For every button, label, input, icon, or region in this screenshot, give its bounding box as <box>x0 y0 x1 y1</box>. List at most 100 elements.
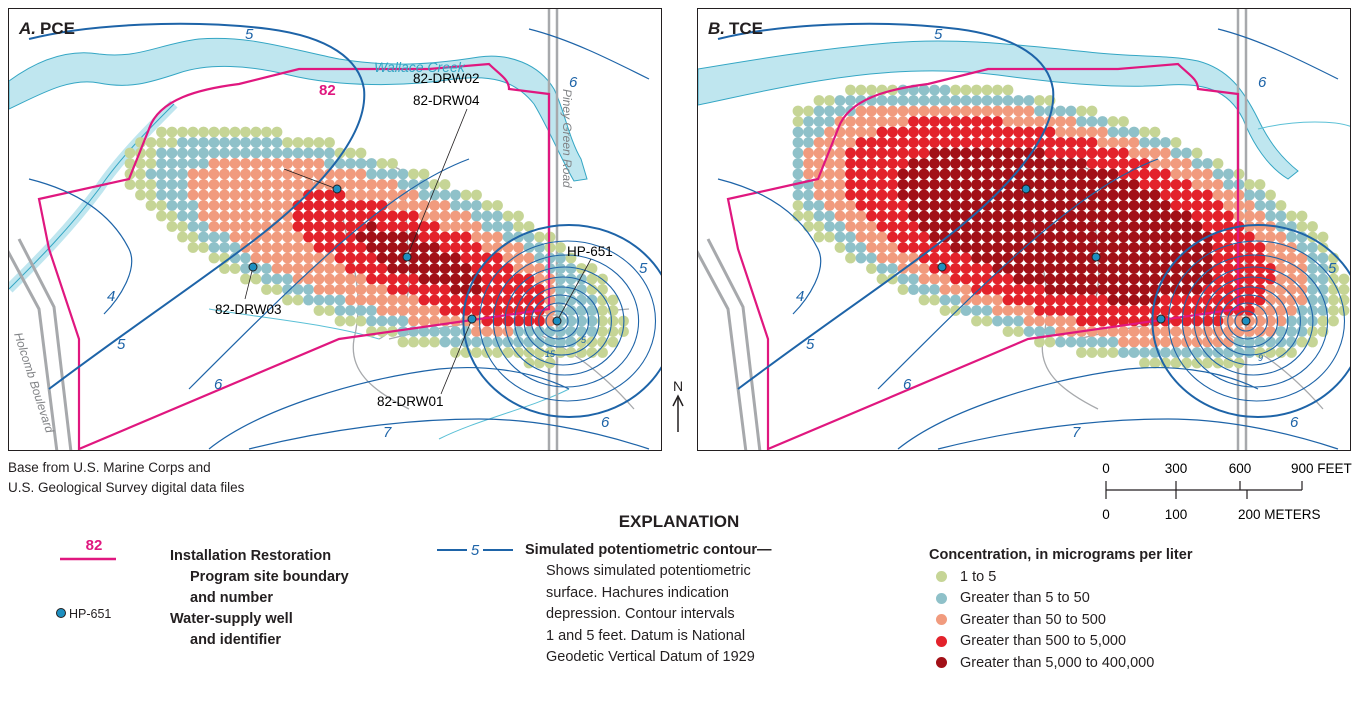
concentration-dot <box>1076 263 1087 274</box>
concentration-dot <box>1307 273 1318 285</box>
legend-text: depression. Contour intervals <box>546 606 735 622</box>
concentration-dot <box>1139 210 1150 222</box>
concentration-dot <box>429 284 440 295</box>
concentration-dot <box>1139 273 1150 285</box>
concentration-dot <box>187 137 199 148</box>
concentration-dot <box>1076 294 1087 306</box>
concentration-dot <box>1086 179 1098 190</box>
wallace-creek <box>698 40 1299 180</box>
concentration-dot <box>1128 294 1140 306</box>
concentration-dot <box>918 284 930 295</box>
concentration-dot <box>292 137 304 148</box>
scale-tick-label: 300 <box>1165 461 1188 476</box>
concentration-dot <box>1065 147 1077 159</box>
concentration-dot <box>992 305 1003 316</box>
concentration-dot <box>1107 273 1119 285</box>
concentration-dot <box>334 252 346 264</box>
concentration-dot <box>897 105 909 117</box>
concentration-dot <box>1191 200 1203 211</box>
concentration-dot <box>1076 189 1087 201</box>
concentration-dot <box>1118 252 1129 264</box>
concentration-dot <box>282 231 293 243</box>
concentration-dot <box>1244 200 1255 211</box>
concentration-dot <box>845 242 856 253</box>
concentration-dot <box>1013 242 1024 253</box>
concentration-dot <box>597 305 608 316</box>
concentration-dot <box>813 147 825 159</box>
concentration-dot <box>1055 242 1066 253</box>
concentration-dot <box>1139 263 1150 274</box>
concentration-dot <box>219 231 230 243</box>
concentration-dot <box>586 284 598 295</box>
concentration-dot <box>1170 137 1182 148</box>
concentration-dot <box>908 105 919 117</box>
concentration-dot <box>1128 189 1140 201</box>
concentration-dot <box>960 284 972 295</box>
concentration-dot <box>1202 189 1213 201</box>
concentration-dot <box>1160 336 1171 348</box>
concentration-dot <box>1149 221 1161 232</box>
concentration-dot <box>1086 158 1098 169</box>
concentration-dot <box>992 137 1003 148</box>
concentration-dot <box>1097 347 1108 358</box>
concentration-dot <box>292 221 304 232</box>
concentration-dot <box>1296 242 1308 253</box>
concentration-dot <box>855 168 867 180</box>
concentration-dot <box>824 158 835 169</box>
concentration-dot <box>1296 273 1308 285</box>
base-credit: Base from U.S. Marine Corps and U.S. Geo… <box>8 458 244 498</box>
concentration-dot <box>313 189 325 201</box>
concentration-dot <box>1023 168 1035 180</box>
concentration-dot <box>950 84 961 96</box>
concentration-dot <box>1065 336 1077 348</box>
concentration-dot <box>834 189 846 201</box>
legend-text: Simulated potentiometric contour <box>525 542 758 558</box>
concentration-dot <box>897 137 909 148</box>
contour-ring <box>1193 266 1314 376</box>
concentration-dot <box>250 242 262 253</box>
concentration-dot <box>918 189 930 201</box>
concentration-dot <box>1086 315 1098 327</box>
concentration-dot <box>1191 147 1203 159</box>
contour-label: 5 <box>581 335 587 345</box>
concentration-dot <box>1118 242 1129 253</box>
contour-ring <box>1219 294 1279 348</box>
concentration-dot <box>366 315 377 327</box>
legend-text: Installation Restoration <box>170 548 332 564</box>
concentration-dot <box>1317 242 1329 253</box>
concentration-dot <box>1286 326 1297 337</box>
concentration-dot <box>355 273 367 285</box>
concentration-dot <box>971 252 982 264</box>
concentration-dot <box>387 242 398 253</box>
concentration-dot <box>1265 305 1276 316</box>
concentration-dot <box>1023 221 1035 232</box>
concentration-dot <box>971 105 982 117</box>
concentration-dot <box>876 105 888 117</box>
concentration-dot <box>324 294 335 306</box>
concentration-dot <box>1118 231 1129 243</box>
concentration-dot <box>803 137 814 148</box>
concentration-dot <box>1139 294 1150 306</box>
concentration-dot <box>1139 357 1150 369</box>
concentration-dot <box>1307 305 1318 316</box>
concentration-dot <box>876 252 888 264</box>
concentration-dot <box>177 221 188 232</box>
concentration-dot <box>887 179 898 190</box>
concentration-dot <box>439 252 451 264</box>
concentration-dot <box>450 305 461 316</box>
concentration-dot <box>981 137 993 148</box>
concentration-dot <box>418 305 430 316</box>
legend-text: Greater than 5,000 to 400,000 <box>960 654 1155 671</box>
concentration-dot <box>250 126 262 138</box>
concentration-dot <box>1149 273 1161 285</box>
potentiometric-contours <box>28 22 650 450</box>
concentration-dot <box>1002 200 1014 211</box>
concentration-dot <box>240 126 251 138</box>
concentration-dot <box>887 231 898 243</box>
concentration-dot <box>971 84 982 96</box>
concentration-dot <box>492 200 503 211</box>
concentration-dot <box>208 242 220 253</box>
concentration-dot <box>219 168 230 180</box>
concentration-dot <box>460 231 472 243</box>
concentration-dot <box>1149 263 1161 274</box>
